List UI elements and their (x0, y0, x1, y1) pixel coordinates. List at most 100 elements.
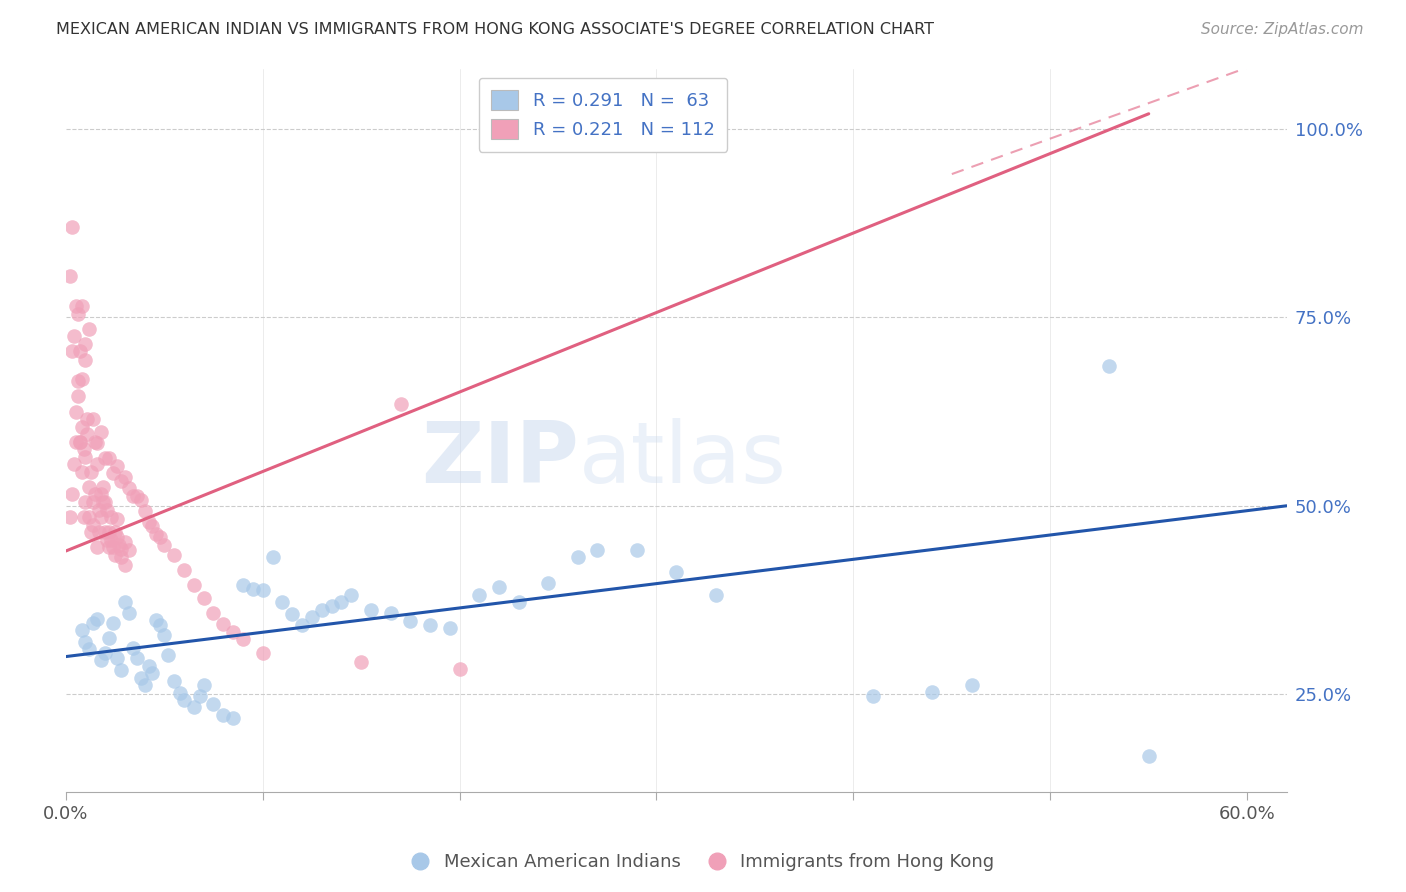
Point (98, 631, 121, 645)
Point (76, 427, 98, 442)
Point (921, 685, 943, 699)
Point (94, 495, 117, 509)
Point (98, 541, 121, 555)
Point (212, 617, 235, 632)
Point (101, 467, 124, 481)
Point (202, 697, 225, 711)
Point (134, 678, 156, 692)
Point (70, 419, 93, 434)
Point (389, 397, 412, 411)
Point (508, 594, 530, 608)
Point (100, 510, 122, 524)
Point (173, 563, 195, 577)
Point (281, 607, 304, 622)
Point (89, 525, 111, 540)
Point (129, 492, 152, 507)
Point (163, 548, 186, 562)
Point (439, 621, 461, 635)
Point (145, 614, 167, 628)
Point (153, 628, 176, 642)
Point (90, 487, 112, 501)
Point (586, 542, 609, 557)
Point (86, 458, 108, 472)
Point (70, 299, 93, 313)
Point (145, 526, 167, 541)
Point (66, 375, 89, 389)
Point (468, 588, 491, 602)
Point (82, 495, 104, 509)
Point (149, 531, 172, 545)
Point (94, 525, 117, 540)
Point (291, 618, 314, 632)
Point (193, 591, 215, 605)
Point (100, 533, 122, 547)
Point (110, 541, 132, 556)
Point (242, 582, 264, 596)
Point (91, 495, 114, 509)
Point (183, 578, 205, 592)
Point (193, 678, 215, 692)
Point (70, 623, 93, 637)
Point (121, 640, 143, 655)
Point (311, 603, 333, 617)
Point (96, 533, 118, 547)
Point (134, 504, 156, 518)
Point (380, 606, 402, 620)
Point (65, 434, 87, 449)
Text: atlas: atlas (578, 417, 786, 500)
Point (60, 487, 83, 501)
Point (153, 538, 176, 552)
Point (419, 618, 441, 632)
Point (449, 662, 471, 676)
Text: ZIP: ZIP (420, 417, 578, 500)
Point (399, 614, 422, 628)
Point (262, 550, 284, 565)
Point (90, 653, 112, 667)
Point (105, 511, 128, 525)
Point (105, 531, 128, 545)
Point (90, 510, 112, 524)
Point (101, 615, 124, 630)
Point (98, 451, 121, 466)
Point (202, 606, 225, 620)
Point (65, 299, 87, 313)
Point (157, 648, 180, 662)
Point (301, 610, 323, 624)
Point (114, 535, 136, 549)
Point (90, 425, 112, 439)
Point (98, 525, 121, 540)
Point (960, 678, 983, 692)
Point (80, 525, 103, 540)
Point (80, 465, 103, 479)
Point (665, 565, 688, 579)
Point (94, 451, 117, 466)
Point (118, 606, 141, 620)
Point (141, 666, 163, 681)
Text: MEXICAN AMERICAN INDIAN VS IMMIGRANTS FROM HONG KONG ASSOCIATE'S DEGREE CORRELAT: MEXICAN AMERICAN INDIAN VS IMMIGRANTS FR… (56, 22, 934, 37)
Point (149, 618, 172, 632)
Point (183, 700, 205, 714)
Point (114, 470, 136, 484)
Point (84, 434, 107, 449)
Point (360, 603, 382, 617)
Point (169, 686, 191, 700)
Point (86, 612, 108, 626)
Point (86, 541, 108, 555)
Point (330, 595, 353, 609)
Point (163, 673, 186, 688)
Point (69, 434, 91, 449)
Point (75, 353, 97, 368)
Point (138, 516, 160, 530)
Point (537, 575, 560, 590)
Point (141, 519, 163, 533)
Point (222, 625, 245, 640)
Point (108, 538, 131, 552)
Point (1137, 749, 1160, 764)
Point (72, 510, 94, 524)
Point (188, 689, 211, 703)
Point (82, 412, 104, 426)
Point (121, 489, 143, 503)
Point (340, 588, 363, 602)
Point (488, 580, 510, 594)
Point (60, 344, 83, 359)
